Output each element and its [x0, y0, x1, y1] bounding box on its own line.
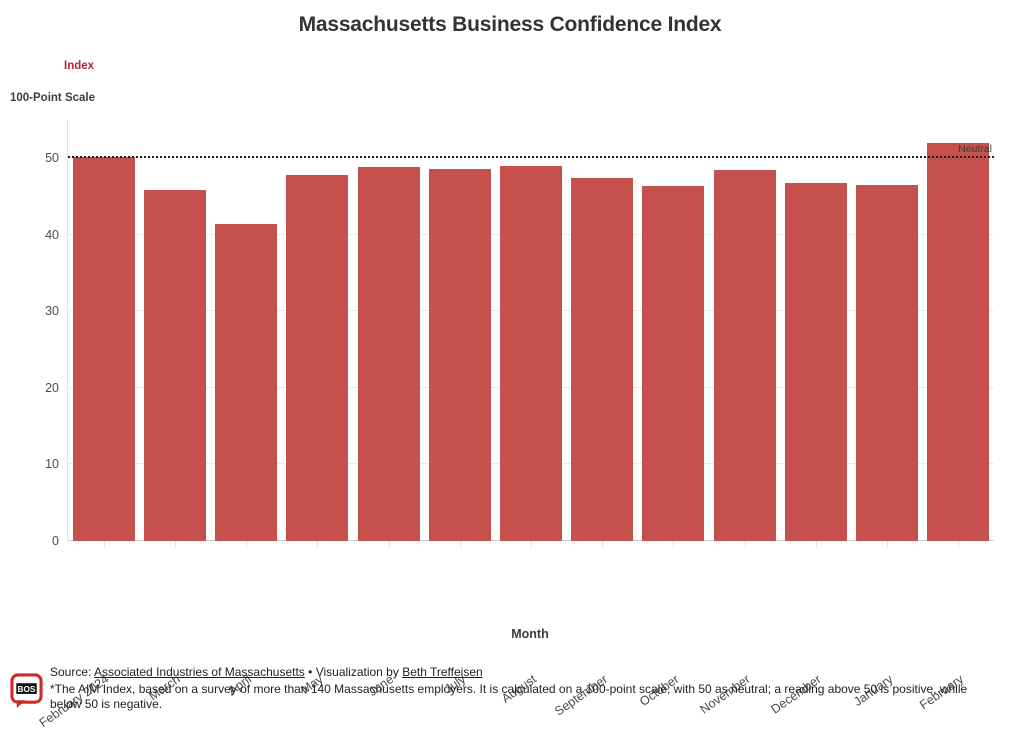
- x-tick-december: [815, 541, 817, 547]
- bar-september[interactable]: [571, 178, 634, 541]
- y-tick-label-0: 0: [52, 534, 59, 548]
- bar-april[interactable]: [215, 224, 278, 541]
- x-tick-september: [602, 541, 604, 547]
- plot-area: 0 10 20 30 40 50 February 2024 March April May Jun…: [37, 120, 994, 730]
- separator: •: [304, 665, 316, 679]
- x-tick-november: [744, 541, 746, 547]
- x-axis-title: Month: [511, 627, 549, 641]
- y-tick-label-10: 10: [45, 457, 59, 472]
- neutral-label: Neutral: [958, 143, 992, 156]
- x-tick-april: [246, 541, 248, 547]
- x-tick-august: [531, 541, 532, 547]
- bar-june[interactable]: [357, 166, 420, 541]
- y-tick-label-30: 30: [45, 304, 59, 319]
- bar-february[interactable]: [927, 142, 990, 541]
- legend-item-index: Index: [64, 60, 95, 72]
- x-tick-october: [673, 541, 675, 547]
- footnote: *The AIM Index, based on a survey of mor…: [50, 681, 968, 712]
- source-link[interactable]: Associated Industries of Massachusetts: [94, 665, 305, 679]
- bar-january[interactable]: [856, 185, 919, 541]
- y-tick-label-20: 20: [45, 380, 59, 395]
- x-tick-may: [317, 541, 319, 547]
- bar-march[interactable]: [143, 189, 206, 541]
- svg-text:BOS: BOS: [18, 685, 36, 694]
- x-tick-february-2024: [103, 541, 105, 547]
- y-axis-title: 100-Point Scale: [10, 92, 96, 104]
- footer: BOS Source: Associated Industries of Mas…: [10, 665, 1010, 714]
- bar-july[interactable]: [428, 169, 491, 541]
- bar-may[interactable]: [286, 175, 349, 541]
- legend: Index: [64, 60, 94, 72]
- y-tick-label-40: 40: [45, 227, 59, 242]
- footer-text: Source: Associated Industries of Massach…: [50, 665, 1000, 713]
- x-tick-january: [887, 541, 889, 547]
- bar-november[interactable]: [713, 169, 776, 541]
- bar-december[interactable]: [784, 182, 847, 541]
- x-tick-june: [388, 541, 390, 547]
- y-tick-label-50: 50: [45, 151, 59, 166]
- bos-logo-icon: BOS: [10, 673, 43, 714]
- viz-prefix: Visualization by: [315, 665, 403, 679]
- bar-august[interactable]: [500, 165, 562, 541]
- source-prefix: Source:: [50, 665, 95, 679]
- source-line: Source: Associated Industries of Massach…: [50, 665, 1000, 681]
- x-tick-march: [174, 541, 176, 547]
- bar-october[interactable]: [642, 185, 705, 541]
- neutral-reference-line: [68, 156, 994, 159]
- x-tick-july: [459, 541, 461, 547]
- page-title: Massachusetts Business Confidence Index: [298, 13, 722, 36]
- x-tick-february: [958, 541, 960, 547]
- bar-february-2024[interactable]: [72, 156, 135, 541]
- viz-author-link[interactable]: Beth Treffeisen: [402, 665, 483, 679]
